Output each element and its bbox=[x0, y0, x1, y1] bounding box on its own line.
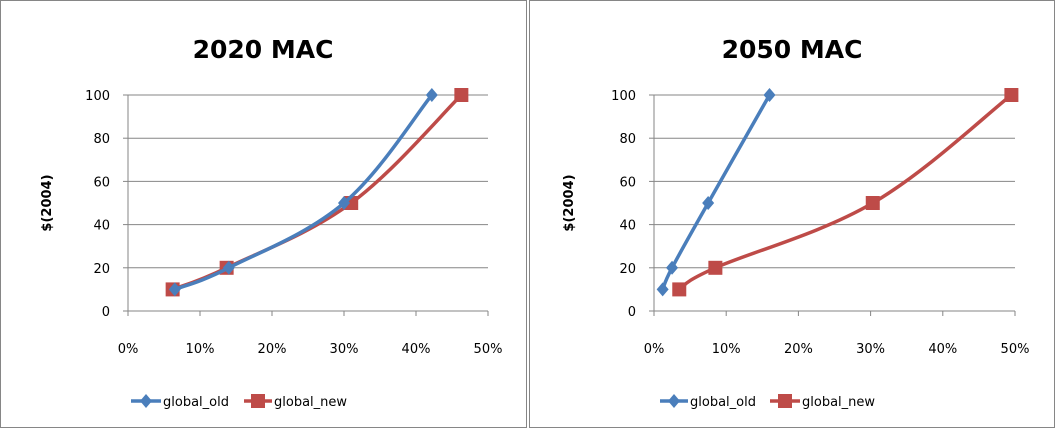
data-point-global-old bbox=[666, 260, 679, 275]
x-tick-label: 10% bbox=[186, 342, 215, 357]
x-tick-label: 0% bbox=[644, 342, 665, 357]
x-tick-label: 50% bbox=[1001, 342, 1030, 357]
x-tick-label: 10% bbox=[712, 342, 741, 357]
chart-panel-2050: 2050 MAC 0 20 40 60 80 100 0% 10% 20% 30% 40% 50% $(2… bbox=[529, 0, 1055, 428]
y-tick-label: 100 bbox=[85, 89, 110, 104]
y-tick-label: 40 bbox=[619, 219, 636, 234]
data-point-global-new bbox=[865, 196, 880, 210]
y-tick-label: 0 bbox=[628, 305, 636, 320]
chart-title: 2020 MAC bbox=[193, 35, 334, 64]
data-point-global-old bbox=[425, 88, 438, 102]
data-point-global-old bbox=[656, 282, 669, 297]
x-tick-label: 40% bbox=[402, 342, 431, 357]
y-tick-label: 40 bbox=[93, 219, 110, 234]
y-tick-label: 20 bbox=[93, 262, 110, 277]
data-point-global-old bbox=[222, 260, 235, 275]
x-tick-label: 0% bbox=[118, 342, 139, 357]
data-point-global-old bbox=[763, 88, 776, 102]
legend-label: global_old bbox=[163, 395, 229, 410]
legend-marker-global-old bbox=[140, 394, 152, 408]
y-tick-label: 80 bbox=[93, 132, 110, 147]
y-tick-label: 20 bbox=[619, 262, 636, 277]
y-tick-label: 60 bbox=[619, 175, 636, 190]
data-point-global-new bbox=[454, 88, 469, 102]
x-tick-label: 20% bbox=[784, 342, 813, 357]
series-line-global-new bbox=[170, 93, 464, 292]
x-tick-label: 20% bbox=[258, 342, 287, 357]
y-tick-label: 60 bbox=[93, 175, 110, 190]
data-point-global-new bbox=[1004, 88, 1019, 102]
x-tick-label: 40% bbox=[928, 342, 957, 357]
data-point-global-old bbox=[338, 196, 350, 210]
y-axis-label: $(2004) bbox=[562, 174, 577, 231]
series-line-global-old bbox=[173, 93, 434, 292]
y-axis-label: $(2004) bbox=[40, 174, 55, 231]
legend-marker-global-old bbox=[668, 394, 680, 408]
data-point-global-new bbox=[708, 260, 723, 275]
x-tick-label: 30% bbox=[856, 342, 885, 357]
data-point-global-old bbox=[702, 196, 715, 210]
series-line-global-new bbox=[677, 93, 1014, 292]
legend-label: global_new bbox=[802, 395, 875, 410]
legend-marker-global-new bbox=[778, 394, 792, 408]
y-tick-label: 80 bbox=[619, 132, 636, 147]
data-point-global-old bbox=[168, 282, 181, 297]
x-tick-label: 50% bbox=[474, 342, 503, 357]
legend-label: global_old bbox=[690, 395, 756, 410]
series-line-global-old bbox=[660, 93, 772, 292]
x-tick-label: 30% bbox=[330, 342, 359, 357]
legend-label: global_new bbox=[274, 395, 347, 410]
chart-title: 2050 MAC bbox=[722, 35, 863, 64]
legend-marker-global-new bbox=[251, 394, 265, 408]
chart-2050-svg: 2050 MAC 0 20 40 60 80 100 0% 10% 20% 30% 40% 50% $(2… bbox=[562, 35, 1030, 410]
y-tick-label: 0 bbox=[102, 305, 110, 320]
y-tick-label: 100 bbox=[611, 89, 636, 104]
chart-panel-2020: 2020 MAC 0 20 40 60 80 100 0% 10% 20% 30% 40% 50% $(2… bbox=[0, 0, 527, 428]
data-point-global-new bbox=[672, 282, 687, 297]
chart-2020-svg: 2020 MAC 0 20 40 60 80 100 0% 10% 20% 30% 40% 50% $(2… bbox=[40, 35, 503, 410]
